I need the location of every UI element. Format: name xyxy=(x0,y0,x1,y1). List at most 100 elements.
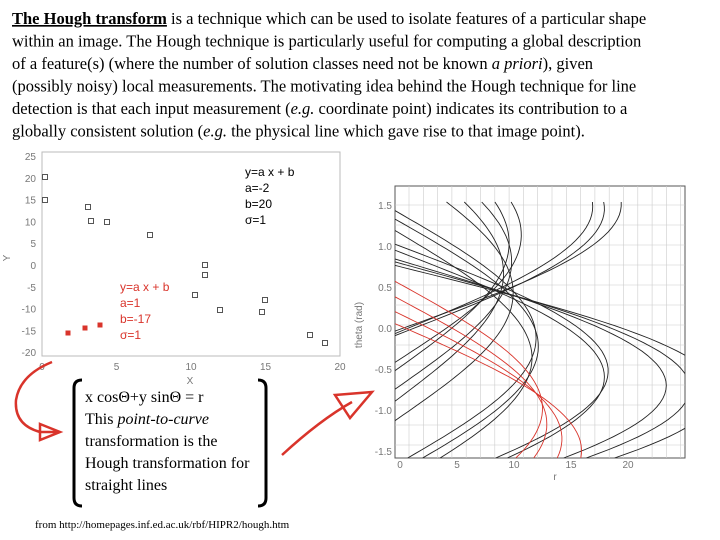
y-tick-label: -0.5 xyxy=(375,365,393,376)
text-line: of a feature(s) (where the number of sol… xyxy=(12,54,593,73)
y-tick-label: 5 xyxy=(30,239,36,250)
y-tick-label: 15 xyxy=(25,196,37,207)
caption-line: straight lines xyxy=(85,477,167,494)
plot-frame xyxy=(41,151,341,357)
x-tick-label: 5 xyxy=(454,460,460,471)
note-line: b=20 xyxy=(245,197,272,211)
note-line: a=1 xyxy=(120,296,141,310)
caption-line: Hough transformation for xyxy=(85,455,250,472)
text: detection is that each input measurement… xyxy=(12,99,291,118)
y-tick-label: -1.5 xyxy=(375,447,393,458)
y-tick-label: 1.5 xyxy=(378,201,392,212)
bracket xyxy=(72,378,83,508)
note-line: σ=1 xyxy=(120,328,141,342)
hough-curve xyxy=(395,229,533,458)
text: point-to-curve xyxy=(116,411,209,428)
text: ), given xyxy=(543,54,593,73)
point xyxy=(262,297,268,303)
note-line: a=-2 xyxy=(245,181,270,195)
note-line: σ=1 xyxy=(245,213,266,227)
axis-label: X xyxy=(187,376,194,387)
hough-curve xyxy=(395,261,685,458)
axis-label: r xyxy=(553,472,557,483)
hough-curve xyxy=(395,202,622,332)
point xyxy=(259,309,265,315)
hough-curve xyxy=(395,201,513,390)
hough-curve xyxy=(395,280,543,458)
hough-curve xyxy=(395,243,609,458)
point xyxy=(307,332,313,338)
note-line: b=-17 xyxy=(120,312,151,326)
text: e.g. xyxy=(203,122,227,141)
x-tick-label: 5 xyxy=(114,362,120,373)
y-tick-label: 20 xyxy=(25,174,37,185)
point xyxy=(97,322,103,328)
y-tick-label: 25 xyxy=(25,152,37,163)
point xyxy=(85,204,91,210)
text: the physical line which gave rise to tha… xyxy=(227,122,585,141)
point xyxy=(82,325,88,331)
hough-curve xyxy=(395,201,522,363)
point xyxy=(217,307,223,313)
y-tick-label: 10 xyxy=(25,217,37,228)
x-tick-label: 10 xyxy=(508,460,520,471)
axis-label: Y xyxy=(2,254,13,261)
text: globally consistent solution ( xyxy=(12,122,203,141)
y-tick-label: 1.0 xyxy=(378,242,392,253)
source: from http://homepages.inf.ed.ac.uk/rbf/H… xyxy=(35,519,290,531)
text: coordinate point) indicates its contribu… xyxy=(314,99,628,118)
point xyxy=(202,262,208,268)
point xyxy=(42,174,48,180)
caption-line: This point-to-curve xyxy=(85,411,209,428)
curves xyxy=(395,201,685,458)
caption: x cosΘ+y sinΘ = r This point-to-curve tr… xyxy=(85,389,250,494)
text: is a technique which can be used to isol… xyxy=(167,9,646,28)
point xyxy=(104,219,110,225)
paragraph: The Hough transform is a technique which… xyxy=(12,9,646,141)
hough-curve xyxy=(395,264,685,458)
y-tick-label: 0 xyxy=(30,261,36,272)
x-tick-label: 20 xyxy=(334,362,346,373)
plot-frame xyxy=(394,185,686,459)
caption-line: transformation is the xyxy=(85,433,217,450)
arrow xyxy=(281,390,375,456)
text: e.g. xyxy=(291,99,315,118)
note-line: y=a x + b xyxy=(120,280,170,294)
hough-curve xyxy=(395,323,582,458)
axis-label: theta (rad) xyxy=(354,302,365,348)
text-line: (possibly noisy) local measurements. The… xyxy=(12,77,636,96)
y-tick-label: -15 xyxy=(22,326,37,337)
text-line: The Hough transform is a technique which… xyxy=(12,9,646,28)
y-tick-label: -1.0 xyxy=(375,406,393,417)
hough-curve xyxy=(395,258,667,458)
hough-figure: theta (rad) r 1.5 1.0 0.5 0.0 -0.5 -1.0 -1.5 0 5… xyxy=(354,185,686,483)
note-line: y=a x + b xyxy=(245,165,295,179)
y-tick-label: -10 xyxy=(22,305,37,316)
text-line: globally consistent solution (e.g. the p… xyxy=(12,122,585,141)
text: This xyxy=(85,411,117,428)
hough-curve xyxy=(395,201,514,422)
bracket xyxy=(257,378,268,508)
hough-curve xyxy=(395,296,548,458)
point xyxy=(192,292,198,298)
x-tick-label: 15 xyxy=(565,460,577,471)
point xyxy=(202,272,208,278)
hough-curve xyxy=(395,201,594,335)
point xyxy=(322,340,328,346)
hough-curve xyxy=(395,249,605,458)
point xyxy=(147,232,153,238)
x-tick-label: 15 xyxy=(260,362,272,373)
text-line: within an image. The Hough technique is … xyxy=(12,32,641,51)
notes: y=a x + b a=-2 b=20 σ=1 y=a x + b a=1 b=-17 σ=1 xyxy=(120,165,295,342)
text: a priori xyxy=(492,54,543,73)
x-tick-label: 0 xyxy=(397,460,403,471)
hough-curve xyxy=(395,311,563,458)
point xyxy=(65,330,71,336)
caption-line: x cosΘ+y sinΘ = r xyxy=(85,389,204,406)
y-tick-label: -20 xyxy=(22,348,37,359)
arrow xyxy=(14,360,64,442)
x-tick-label: 10 xyxy=(185,362,197,373)
